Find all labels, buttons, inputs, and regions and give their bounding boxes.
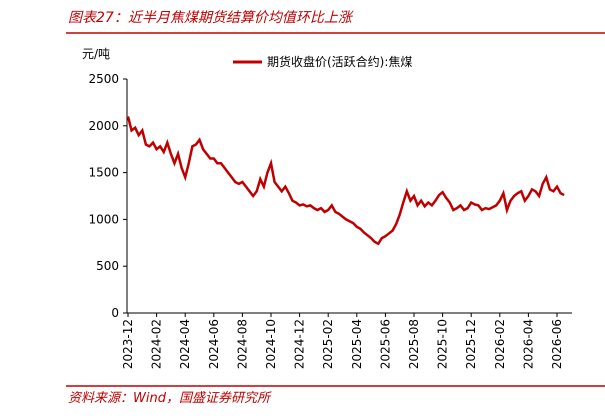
x-tick-label: 2025-06 [378,319,392,369]
y-tick-label: 500 [96,259,119,273]
x-tick-label: 2024-02 [150,319,164,369]
x-tick-label: 2025-02 [321,319,335,369]
y-tick-label: 0 [111,306,119,320]
series-line [126,116,565,246]
x-tick-label: 2024-08 [235,319,249,369]
x-tick-label: 2024-10 [264,319,278,369]
x-tick-label: 2026-02 [493,319,507,369]
y-tick-label: 2500 [88,72,119,86]
y-tick-label: 1500 [88,166,119,180]
x-tick-label: 2025-12 [464,319,478,369]
y-axis-label: 元/吨 [82,47,110,61]
legend-label: 期货收盘价(活跃合约):焦煤 [267,54,412,69]
chart-title: 图表27：近半月焦煤期货结算价均值环比上涨 [68,10,354,26]
x-tick-label: 2026-06 [550,319,564,369]
source: 资料来源：Wind，国盛证券研究所 [68,390,272,406]
y-tick-label: 1000 [88,212,119,226]
x-tick-label: 2024-06 [207,319,221,369]
y-tick-label: 2000 [88,119,119,133]
x-tick-label: 2023-12 [121,319,135,369]
x-tick-label: 2026-04 [521,319,535,369]
x-tick-label: 2025-08 [407,319,421,369]
x-tick-label: 2024-12 [293,319,307,369]
x-tick-label: 2024-04 [178,319,192,369]
x-tick-label: 2025-10 [436,319,450,369]
x-tick-label: 2025-04 [350,319,364,369]
